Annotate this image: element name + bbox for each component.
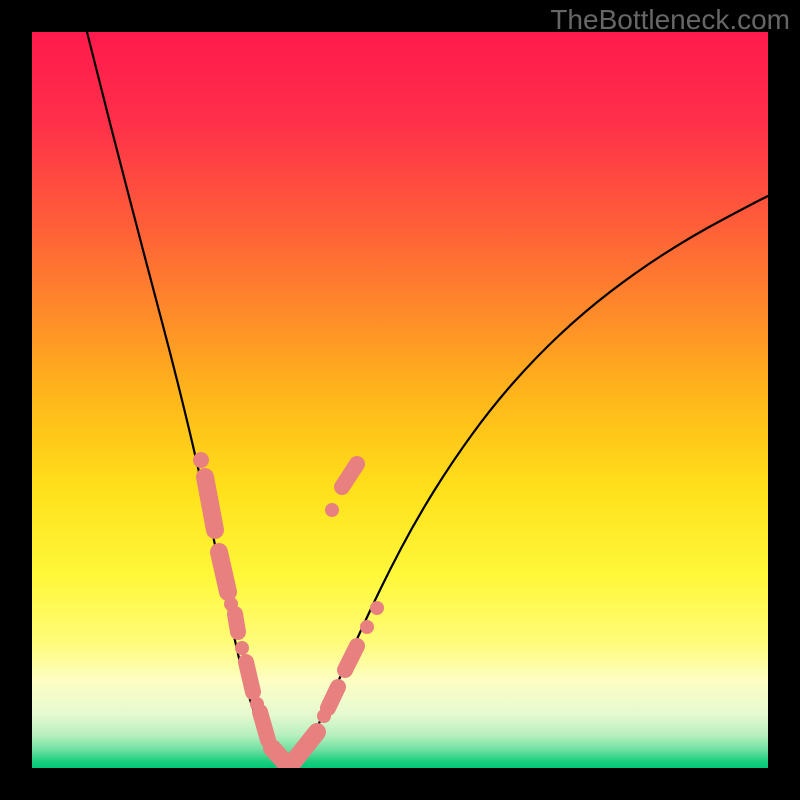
- marker-capsule: [328, 687, 338, 708]
- chart-plot-area: [32, 32, 768, 768]
- marker-dot: [317, 709, 331, 723]
- marker-capsule: [205, 477, 215, 530]
- marker-capsule: [260, 712, 268, 740]
- marker-capsule: [219, 552, 228, 592]
- marker-dot: [235, 641, 249, 655]
- marker-dot: [250, 697, 264, 711]
- gradient-background: [32, 32, 768, 768]
- watermark-text: TheBottleneck.com: [550, 4, 790, 36]
- marker-dot: [360, 620, 374, 634]
- marker-capsule: [246, 662, 253, 692]
- marker-dot: [370, 601, 384, 615]
- marker-capsule: [345, 646, 357, 670]
- marker-dot: [325, 503, 339, 517]
- chart-svg: [32, 32, 768, 768]
- marker-dot: [224, 597, 238, 611]
- marker-dot: [193, 452, 209, 468]
- marker-capsule: [235, 614, 238, 632]
